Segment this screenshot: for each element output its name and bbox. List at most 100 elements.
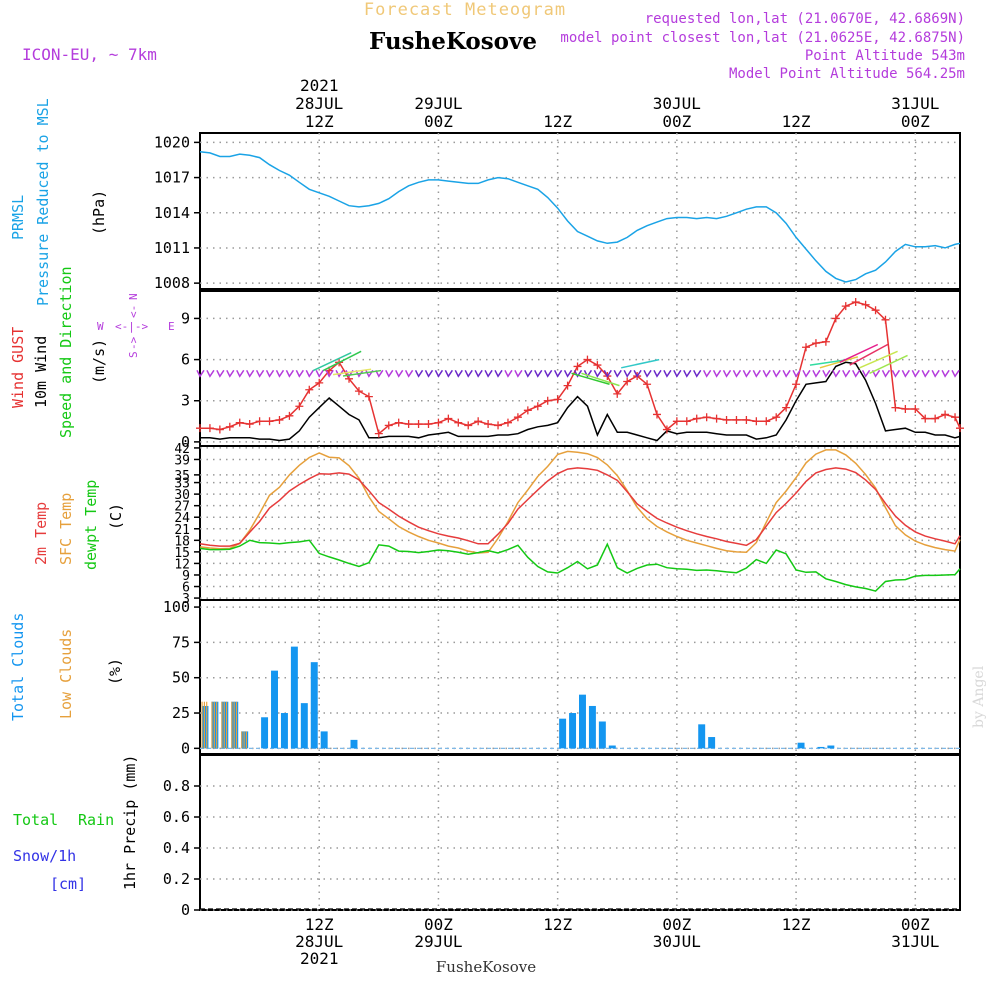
low-cloud-bar	[223, 701, 225, 749]
total-cloud-bar	[290, 646, 298, 749]
temp-ytick-label: 6	[182, 581, 190, 596]
gust-marker	[931, 414, 940, 423]
total-cloud-bar	[827, 745, 835, 749]
wind-dir-arrow	[236, 369, 245, 378]
gust-marker	[444, 414, 453, 423]
location-title: FusheKosove	[369, 28, 537, 55]
wind-dir-arrow	[474, 369, 483, 378]
gust-marker	[523, 406, 532, 415]
gust-marker	[434, 418, 443, 427]
top-time-label: 12Z	[782, 112, 811, 131]
low-cloud-bar	[211, 701, 213, 749]
gust-marker	[956, 424, 964, 433]
precip-ytick-label: 0.6	[163, 808, 190, 826]
pressure-ytick-label: 1008	[154, 274, 190, 292]
top-time-label: 28JUL	[295, 94, 343, 113]
wind-dir-arrow	[534, 369, 543, 378]
gust-marker	[374, 429, 383, 438]
total-cloud-bar	[817, 746, 825, 749]
gust-marker	[911, 404, 920, 413]
wind-dir-arrow	[275, 369, 285, 378]
t2m-line	[199, 467, 961, 547]
wind-dir-arrow	[792, 369, 801, 378]
temp-ytick-label: 18	[174, 534, 190, 549]
temp-labels: 2m Temp SFC Temp dewpt Temp (C)	[32, 480, 125, 570]
wind-dir-arrow	[285, 369, 295, 378]
wind-dir-arrow	[265, 369, 275, 378]
wind-dir-arrow	[226, 369, 235, 378]
clouds-ytick-label: 25	[172, 704, 190, 722]
precip-ytick-label: 0.4	[163, 839, 190, 857]
bottom-time-label: 00Z	[901, 915, 930, 934]
wind-dir-arrow	[822, 369, 831, 378]
total-cloud-bar	[300, 703, 308, 749]
wind-ytick-label: 6	[181, 351, 190, 369]
wind-dir-arrow	[563, 369, 573, 378]
total-cloud-bar	[588, 705, 596, 749]
temp-ytick-label: 21	[174, 523, 190, 538]
sfc-temp-line	[199, 449, 961, 554]
top-time-label: 30JUL	[653, 94, 701, 113]
precip-total-label: Total	[13, 811, 58, 829]
wind-dir-arrow	[305, 369, 314, 378]
gust-marker	[792, 380, 801, 389]
wind-dir-arrow	[603, 369, 612, 378]
gust-vector	[621, 358, 660, 369]
wind-dir-arrow	[573, 369, 583, 378]
model-name: ICON-EU, ~ 7km	[22, 45, 157, 64]
wind-dir-arrow	[861, 369, 871, 378]
wind-dir-arrow	[772, 369, 781, 378]
gust-marker	[305, 385, 314, 394]
wind-frame	[199, 290, 961, 447]
low-cloud-bar	[213, 701, 215, 749]
precip-ytick-label: 0	[181, 901, 190, 919]
low-clouds-label: Low Clouds	[57, 629, 75, 719]
gust-marker	[821, 337, 830, 346]
gust-marker	[484, 420, 493, 429]
low-cloud-bar	[231, 701, 233, 749]
gust-marker	[702, 413, 711, 422]
gust-vector	[839, 343, 879, 364]
temp-ytick-label: 15	[174, 546, 190, 561]
closest-coords: model point closest lon,lat (21.0625E, 4…	[560, 30, 965, 46]
pressure-frame	[199, 132, 961, 290]
wind-dir-arrow	[414, 369, 424, 378]
gust-vector	[332, 368, 372, 376]
gust-marker	[275, 415, 284, 424]
wind-dir-arrow	[842, 369, 851, 378]
gust-vector	[342, 369, 382, 377]
gust-vector	[849, 343, 889, 366]
wind-dir-arrow	[762, 369, 771, 378]
forecast-title: Forecast Meteogram	[364, 0, 566, 20]
gust-marker	[951, 413, 960, 422]
wind-dir-arrow	[931, 369, 940, 378]
speed-dir-label: Speed and Direction	[57, 266, 75, 438]
snow-label: Snow/1h	[13, 847, 76, 865]
total-cloud-bar	[698, 724, 706, 749]
wind-dir-arrow	[643, 369, 652, 378]
pressure-ytick-label: 1020	[154, 133, 190, 151]
precip-rain-label: Rain	[78, 811, 114, 829]
total-cloud-bar	[579, 694, 586, 749]
top-time-label: 31JUL	[891, 94, 939, 113]
low-cloud-bar	[225, 701, 228, 749]
precip-ytick-label: 0.8	[163, 777, 190, 795]
low-cloud-bar	[206, 701, 208, 749]
low-cloud-bar	[216, 701, 218, 749]
gust-vector	[571, 372, 610, 385]
gust-marker	[851, 297, 860, 306]
watermark: by Angel	[971, 665, 987, 728]
total-cloud-bar	[310, 662, 318, 749]
wind-dir-arrow	[216, 369, 225, 378]
wind-dir-arrow	[524, 369, 533, 378]
wind-dir-arrow	[196, 369, 205, 378]
clouds-unit-label: (%)	[106, 658, 124, 685]
wind-dir-arrow	[941, 369, 950, 378]
gust-marker	[285, 411, 294, 420]
gust-marker	[265, 417, 274, 426]
top-time-label: 2021	[300, 76, 339, 95]
pressure-ytick-label: 1011	[154, 239, 190, 257]
total-clouds-label: Total Clouds	[9, 613, 27, 721]
bottom-time-label: 30JUL	[653, 932, 701, 951]
gust-marker	[921, 414, 930, 423]
